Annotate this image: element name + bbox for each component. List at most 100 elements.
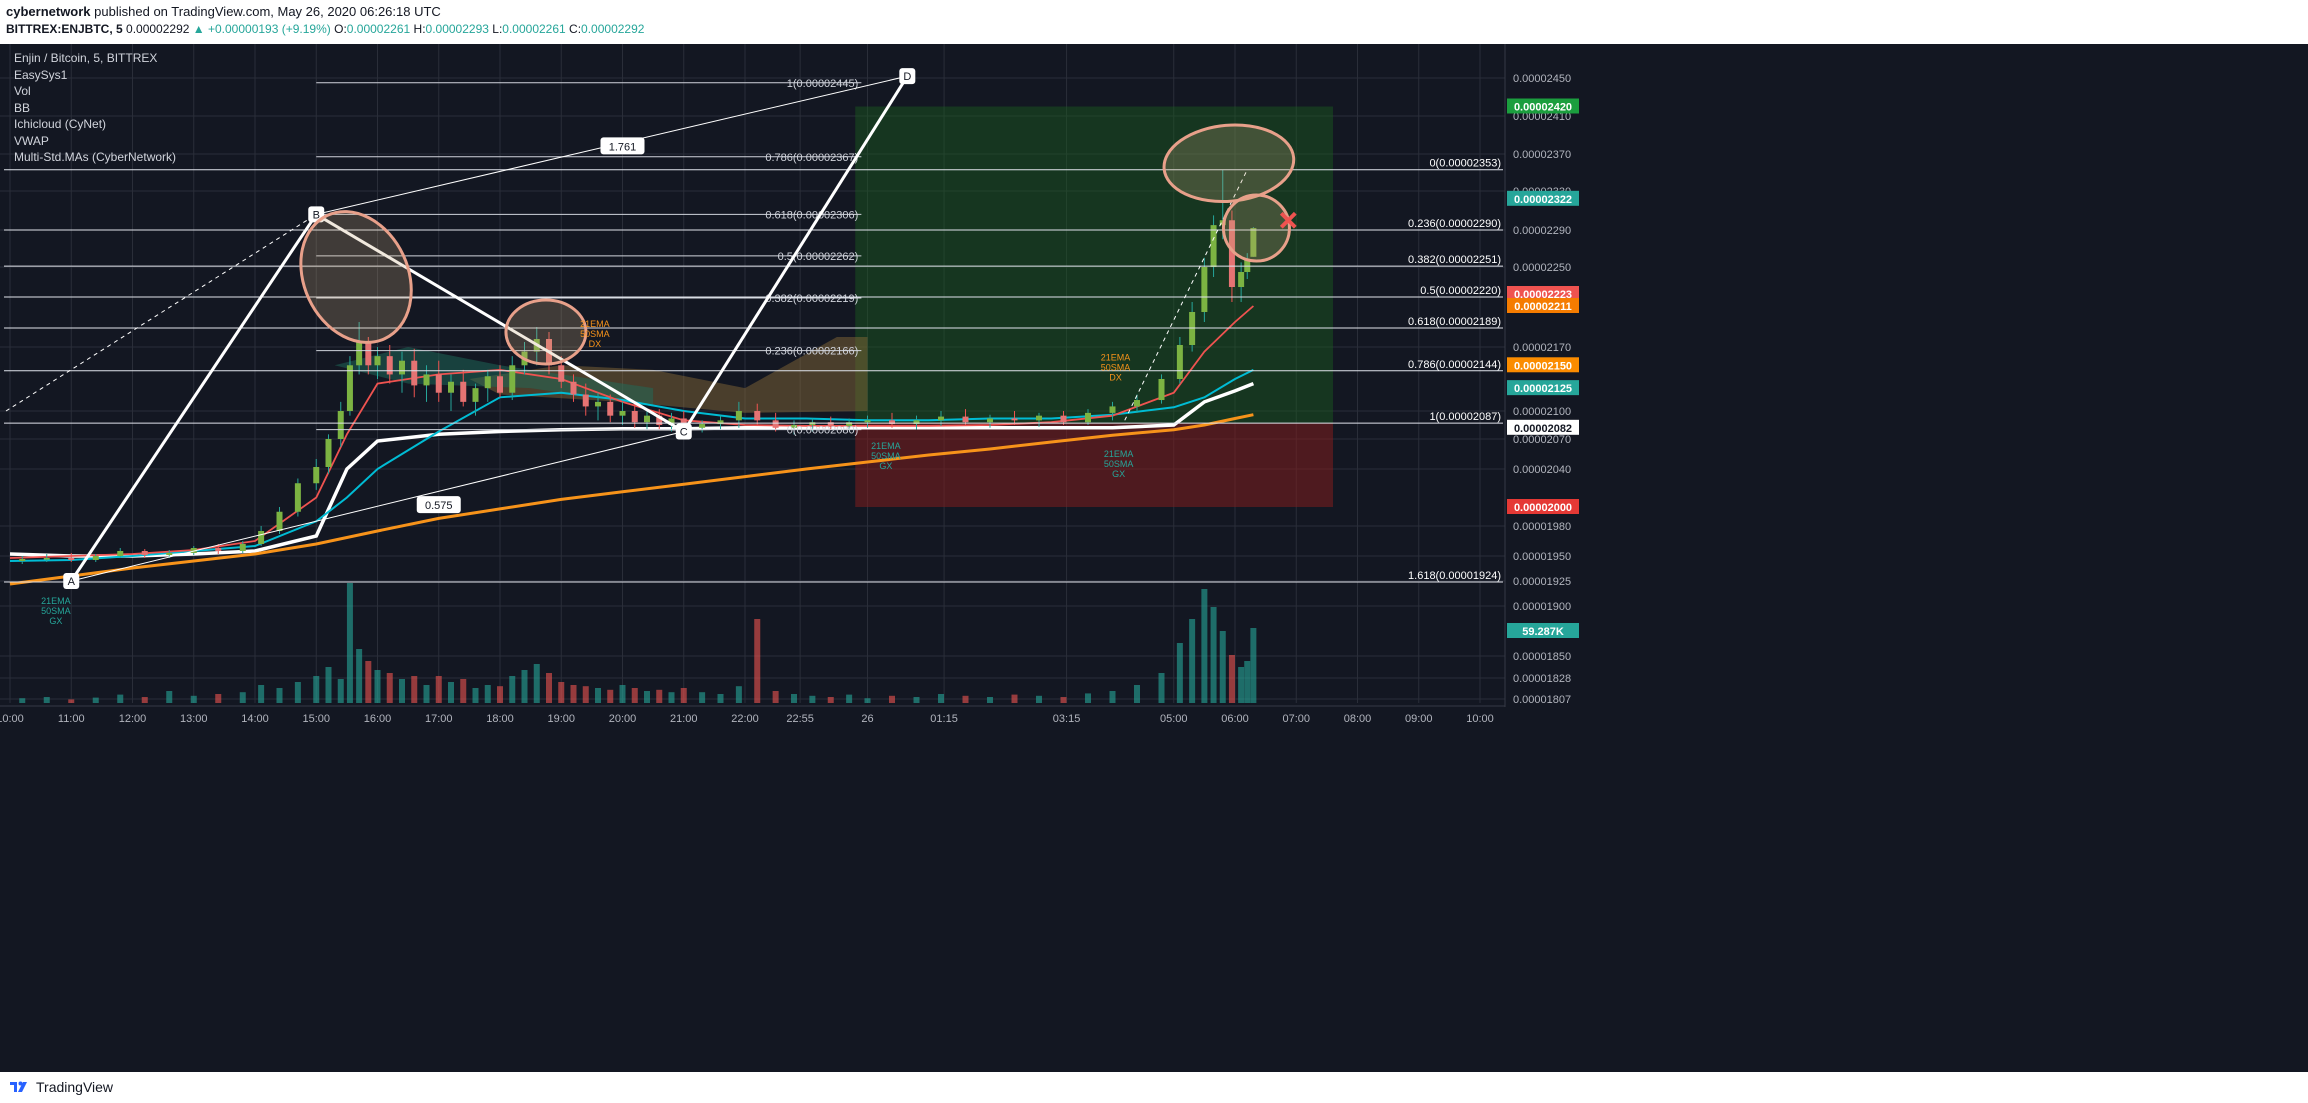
legend-indicator-bb[interactable]: BB — [14, 100, 31, 115]
volume-bar — [1158, 673, 1165, 703]
tradingview-logo-icon[interactable] — [8, 1078, 32, 1096]
pattern-line-ac — [71, 431, 684, 582]
candle — [337, 411, 344, 439]
price-badge: 0.00002211 — [1507, 298, 1579, 313]
chart-area[interactable]: 1(0.00002445) 0.786(0.00002367) 0.618(0.00… — [0, 27, 2308, 1072]
volume-bar — [460, 679, 467, 703]
candle — [595, 401, 601, 407]
high-label: H: — [413, 22, 426, 36]
fib-right: 0(0.00002353) 0.236(0.00002290) 0.382(0.00… — [4, 158, 1503, 583]
volume-bar — [399, 679, 405, 703]
price-tick-label: 0.00002410 — [1513, 111, 1571, 123]
volume-bar — [356, 649, 363, 703]
price-tick-label: 0.00002290 — [1513, 225, 1571, 237]
fib-right-label: 0.786(0.00002144) — [1408, 359, 1501, 371]
publish-header: cybernetwork published on TradingView.co… — [0, 0, 2308, 44]
candle — [460, 381, 467, 402]
candle — [631, 411, 638, 423]
high-value: 0.00002293 — [425, 22, 489, 36]
volume-bar — [913, 697, 920, 703]
pattern-point-c: C — [675, 423, 692, 440]
time-tick-label: 22:00 — [731, 713, 759, 725]
highlight-ellipse — [504, 298, 588, 366]
highlight-ellipse — [1221, 193, 1291, 263]
volume-bar — [411, 676, 418, 703]
legend-title[interactable]: Enjin / Bitcoin, 5, BITTREX — [14, 51, 158, 65]
volume-bar — [987, 697, 993, 703]
volume-bar — [1210, 607, 1217, 703]
fib-left-label: 0.5(0.00002262) — [778, 251, 859, 263]
candle — [294, 483, 301, 512]
fib-right-label: 0.236(0.00002290) — [1408, 218, 1501, 230]
cross-annotation-text: 21EMA — [41, 596, 71, 606]
low-label: L: — [492, 22, 503, 36]
volume-bar — [962, 695, 969, 703]
series-line-sma200 — [9, 413, 1254, 586]
price-tick-label: 0.00001925 — [1513, 576, 1571, 588]
volume-bar — [656, 689, 663, 703]
volume-bar — [846, 694, 853, 703]
candle — [509, 365, 516, 393]
candle — [19, 559, 26, 561]
time-tick-label: 13:00 — [180, 713, 208, 725]
candle — [365, 342, 372, 366]
pattern-point-label: D — [903, 71, 911, 83]
price-badge-text: 0.00002150 — [1514, 360, 1572, 372]
legend-indicator-multi-mas[interactable]: Multi-Std.MAs (CyberNetwork) — [14, 150, 177, 164]
volume-bar — [19, 698, 26, 703]
volume-bar — [294, 682, 301, 703]
cross-annotation-text: 50SMA — [580, 329, 610, 339]
volume-bar — [1228, 655, 1235, 703]
price-tick-label: 0.00002070 — [1513, 434, 1571, 446]
volume-bar — [772, 691, 779, 703]
volume-bar — [435, 676, 442, 703]
price-tick-label: 0.00002370 — [1513, 149, 1571, 161]
legend-indicator-vol[interactable]: Vol — [14, 84, 31, 98]
volume-bar — [1244, 661, 1251, 703]
price-badge-text: 0.00002211 — [1514, 301, 1572, 313]
legend-indicator-vwap[interactable]: VWAP — [14, 133, 49, 148]
ratio-box — [600, 137, 645, 155]
time-tick-label: 11:00 — [58, 713, 85, 725]
series-line-ema_red — [9, 305, 1254, 559]
volume-bar — [546, 673, 552, 703]
candle — [386, 356, 393, 375]
candle — [484, 376, 491, 389]
candle — [619, 411, 626, 416]
price-tick-label: 0.00001807 — [1513, 694, 1571, 706]
pattern-point-box — [63, 573, 80, 589]
publisher-name[interactable]: cybernetwork — [6, 4, 91, 19]
legend-indicator-ichicloud[interactable]: Ichicloud (CyNet) — [14, 117, 107, 131]
candle — [1158, 379, 1165, 401]
tradingview-brand[interactable]: TradingView — [36, 1079, 114, 1095]
legend-indicator-easysys[interactable]: EasySys1 — [14, 67, 68, 82]
price-axis: 0.000025000.000024500.000024100.00002370… — [1504, 27, 1579, 707]
candle — [1085, 412, 1091, 423]
pattern-leg — [315, 213, 685, 433]
fib-right-label: 0.382(0.00002251) — [1408, 254, 1501, 266]
fib-left-label: 0.618(0.00002306) — [765, 209, 858, 221]
time-tick-label: 01:15 — [930, 713, 958, 725]
candle — [423, 374, 430, 386]
chart-canvas[interactable]: 1(0.00002445) 0.786(0.00002367) 0.618(0.00… — [0, 27, 2308, 1072]
time-tick-label: 08:00 — [1344, 713, 1372, 725]
volume-bar — [239, 692, 246, 703]
candle — [772, 420, 779, 428]
price-tick-label: 0.00002040 — [1513, 464, 1571, 476]
last-price: 0.00002292 — [126, 22, 190, 36]
price-badge-bg — [1507, 357, 1579, 373]
fib-right-label: 1(0.00002087) — [1429, 411, 1501, 423]
volume-bar — [166, 691, 173, 703]
cross-annotation-text: 50SMA — [41, 606, 71, 616]
volume-bar — [1134, 685, 1140, 703]
symbol: BITTREX:ENJBTC, 5 — [6, 22, 123, 36]
time-tick-label: 15:00 — [302, 713, 330, 725]
volume-bar — [92, 697, 99, 703]
candle — [699, 424, 706, 428]
volume-bar — [1036, 695, 1042, 703]
open-value: 0.00002261 — [346, 22, 411, 36]
candle — [141, 551, 148, 555]
candle — [92, 556, 99, 560]
time-axis: 10:00 11:00 12:00 13:00 14:00 15:00 16:00 17:00… — [0, 705, 1505, 725]
candle — [656, 415, 663, 425]
